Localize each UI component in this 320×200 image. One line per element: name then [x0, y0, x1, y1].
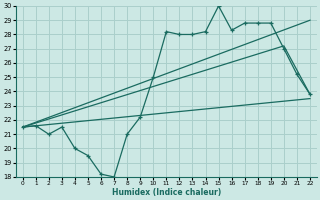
X-axis label: Humidex (Indice chaleur): Humidex (Indice chaleur): [112, 188, 221, 197]
